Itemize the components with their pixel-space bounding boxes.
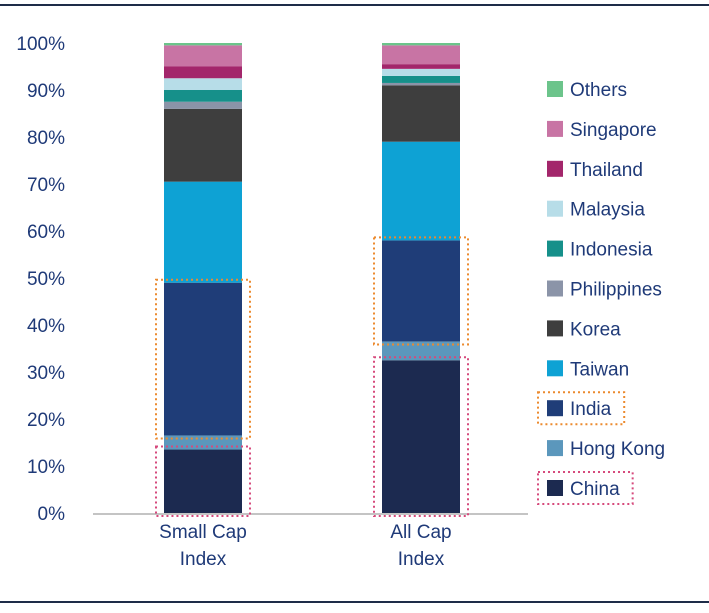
bar-segment-india: [164, 282, 242, 436]
y-tick-label: 60%: [27, 222, 65, 243]
bar-segment-others: [382, 43, 460, 46]
y-tick-label: 50%: [27, 269, 65, 290]
bar-segment-korea: [164, 108, 242, 182]
legend-highlight-box-india: [537, 391, 626, 426]
bar-segment-philippines: [382, 82, 460, 86]
y-tick-label: 10%: [27, 457, 65, 478]
legend-label-malaysia: Malaysia: [570, 200, 645, 221]
legend-swatch-singapore: [547, 120, 563, 137]
bar-segment-thailand: [382, 64, 460, 69]
bar-segment-indonesia: [164, 90, 242, 102]
legend-label-hong-kong: Hong Kong: [570, 439, 665, 460]
legend-swatch-korea: [547, 320, 563, 337]
bar-segment-philippines: [164, 101, 242, 109]
bar-segment-others: [164, 43, 242, 46]
legend-swatch-taiwan: [547, 360, 563, 377]
legend-swatch-malaysia: [547, 200, 563, 217]
legend-label-singapore: Singapore: [570, 120, 657, 141]
y-tick-label: 70%: [27, 175, 65, 196]
highlight-box-india: [155, 278, 251, 440]
legend-swatch-hong-kong: [547, 440, 563, 457]
bar-segment-hong-kong: [382, 341, 460, 361]
bar-segment-singapore: [164, 45, 242, 67]
bar-segment-korea: [382, 85, 460, 142]
y-tick-label: 30%: [27, 363, 65, 384]
bar-segment-india: [382, 240, 460, 342]
bar-segment-singapore: [382, 45, 460, 65]
legend-label-taiwan: Taiwan: [570, 359, 629, 380]
legend-swatch-india: [547, 400, 563, 417]
legend-swatch-philippines: [547, 280, 563, 297]
bar-segment-china: [382, 360, 460, 513]
legend-label-korea: Korea: [570, 319, 621, 340]
bar-segment-indonesia: [382, 75, 460, 83]
bar-segment-malaysia: [382, 68, 460, 76]
x-category-label: Small Cap: [159, 522, 247, 543]
legend-label-others: Others: [570, 80, 627, 101]
y-tick-label: 90%: [27, 81, 65, 102]
y-tick-label: 100%: [16, 34, 65, 55]
legend-swatch-indonesia: [547, 240, 563, 257]
legend-swatch-china: [547, 480, 563, 496]
x-category-label: Index: [398, 549, 445, 570]
y-tick-label: 0%: [38, 504, 66, 525]
y-tick-label: 80%: [27, 128, 65, 149]
legend-label-philippines: Philippines: [570, 280, 662, 301]
legend-label-thailand: Thailand: [570, 160, 643, 181]
legend-highlight-box-china: [537, 471, 634, 505]
bar-segment-thailand: [164, 66, 242, 79]
bar-segment-taiwan: [382, 141, 460, 241]
highlight-box-china: [155, 445, 251, 517]
legend-swatch-others: [547, 81, 563, 97]
legend-swatch-thailand: [547, 160, 563, 177]
x-category-label: Index: [180, 549, 227, 570]
highlight-box-india: [373, 236, 469, 346]
bar-segment-taiwan: [164, 181, 242, 283]
x-category-label: All Cap: [390, 522, 451, 543]
bar-segment-malaysia: [164, 78, 242, 90]
bar-segment-china: [164, 449, 242, 513]
legend-label-indonesia: Indonesia: [570, 240, 653, 261]
legend-label-china: China: [570, 479, 620, 500]
highlight-box-china: [373, 356, 469, 517]
legend-label-india: India: [570, 399, 612, 420]
y-tick-label: 40%: [27, 316, 65, 337]
y-tick-label: 20%: [27, 410, 65, 431]
